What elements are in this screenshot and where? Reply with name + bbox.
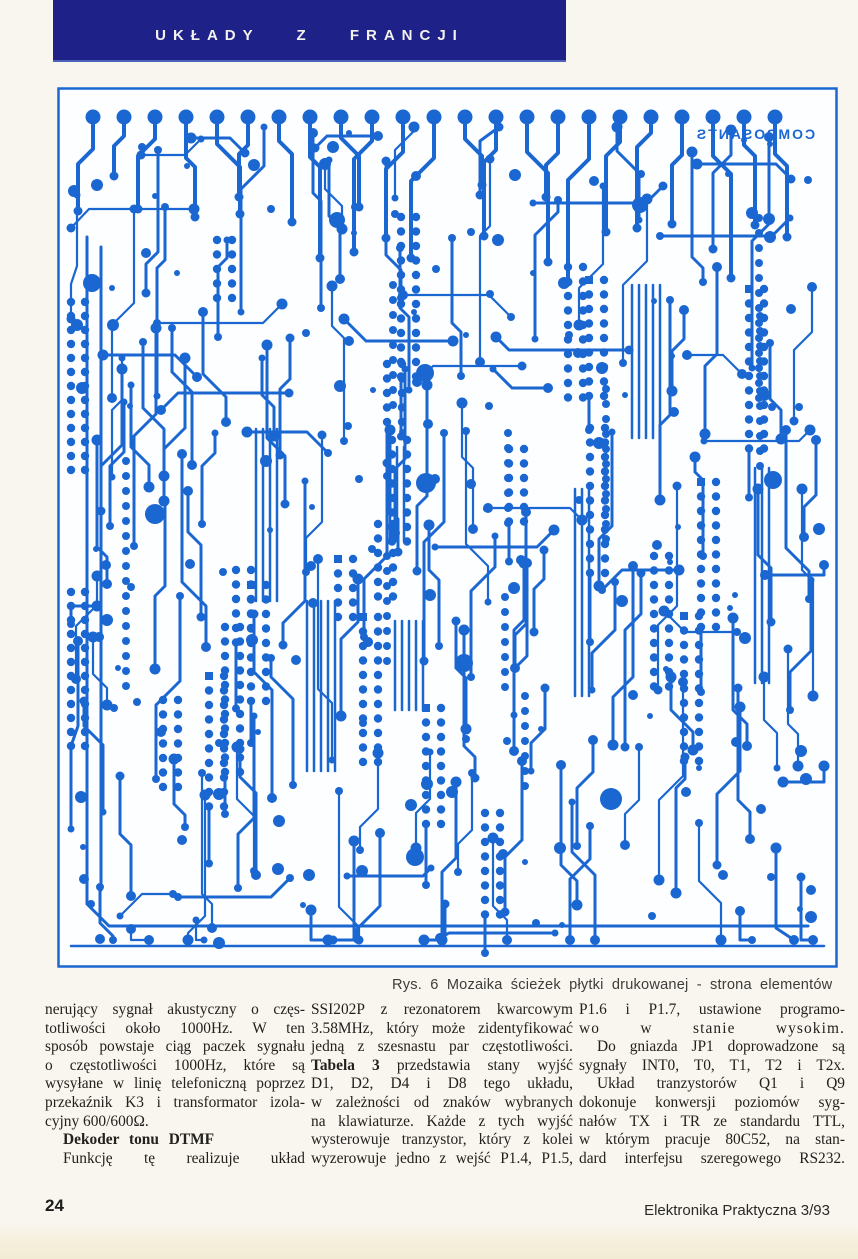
page-number: 24 [45, 1196, 64, 1215]
text-line: cyjny 600/600Ω. [45, 1112, 149, 1130]
text-line: w zależności od znaków wybranych [311, 1093, 573, 1111]
journal-name: Elektronika Praktyczna 3/93 [644, 1202, 830, 1219]
text-line: Układ tranzystorów Q1 i Q9 [597, 1075, 845, 1093]
column-3: P1.6 i P1.7, ustawione programo- wo w st… [579, 1001, 845, 1168]
text-line: wysyłane w linię telefoniczną poprzez [45, 1075, 305, 1093]
text-line: dokonuje konwersji poziomów syg- [579, 1093, 845, 1111]
pcb-figure: COMPOSANTS [57, 87, 838, 968]
text-line: nerujący sygnał akustyczny o częs- [45, 1001, 305, 1018]
section-title: UKŁADY Z FRANCJI [155, 26, 464, 44]
text-line: P1.6 i P1.7, ustawione programo- [579, 1001, 845, 1018]
text-line: wysterowuje tranzystor, który z kolei [311, 1131, 573, 1149]
article-columns: nerujący sygnał akustyczny o częs- totli… [45, 1001, 845, 1168]
text-line: jedną z szesnastu par częstotliwości. [311, 1038, 573, 1056]
svg-text:COMPOSANTS: COMPOSANTS [695, 126, 815, 142]
text-line: sposób powstaje ciąg paczek sygnału [45, 1038, 305, 1056]
text-line: o częstotliwości 1000Hz, które są [45, 1056, 305, 1074]
text-line: totliwości około 1000Hz. W ten [45, 1019, 305, 1037]
text-line: na klawiaturze. Każde z tych wyjść [311, 1112, 573, 1130]
text-line: dard interfejsu szeregowego RS232. [579, 1149, 845, 1167]
text-line: nałów TX i TR ze standardu TTL, [579, 1112, 845, 1130]
text-line: Funkcję tę realizuje układ [63, 1149, 305, 1167]
text-line: wyzerowuje jedno z wejść P1.4, P1.5, [311, 1149, 573, 1167]
text-line: SSI202P z rezonatorem kwarcowym [311, 1001, 573, 1018]
text-line: wo w stanie wysokim. [579, 1019, 845, 1037]
text-line: 3.58MHz, który może zidentyfikować [311, 1019, 573, 1037]
section-banner: UKŁADY Z FRANCJI [53, 0, 566, 62]
column-1: nerujący sygnał akustyczny o częs- totli… [45, 1001, 305, 1168]
text-line: przekaźnik K3 i transformator izola- [45, 1093, 305, 1111]
text-line: D1, D2, D4 i D8 tego układu, [311, 1075, 573, 1093]
figure-caption: Rys. 6 Mozaika ścieżek płytki drukowanej… [392, 977, 833, 993]
pcb-trace-art: COMPOSANTS [57, 87, 838, 968]
column-2: SSI202P z rezonatorem kwarcowym 3.58MHz,… [311, 1001, 573, 1168]
subheading: Dekoder tonu DTMF [63, 1131, 215, 1149]
text-line: w którym pracuje 80C52, na stan- [579, 1131, 845, 1149]
text-line: Do gniazda JP1 doprowadzone są [597, 1038, 845, 1056]
text-line: sygnały INT0, T0, T1, T2 i T2x. [579, 1056, 845, 1074]
text-line: Tabela 3 przedstawia stany wyjść [311, 1056, 573, 1074]
